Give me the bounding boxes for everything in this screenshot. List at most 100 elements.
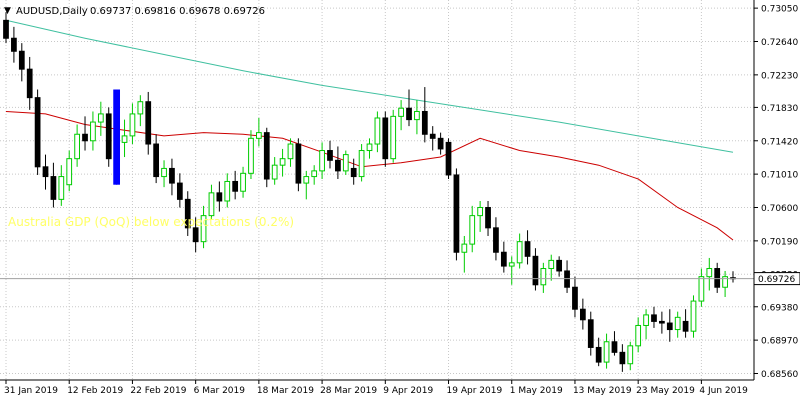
candle[interactable] <box>271 157 278 185</box>
candle[interactable] <box>659 311 665 334</box>
candle[interactable] <box>184 191 191 236</box>
candle-body <box>414 110 420 121</box>
candle[interactable] <box>572 276 578 318</box>
candle[interactable] <box>524 230 531 265</box>
candle[interactable] <box>224 173 231 208</box>
candle[interactable] <box>421 87 428 143</box>
candle[interactable] <box>429 126 436 151</box>
candle[interactable] <box>3 12 9 44</box>
candle[interactable] <box>406 89 412 127</box>
candle[interactable] <box>493 217 499 261</box>
candle[interactable] <box>532 248 539 291</box>
candle[interactable] <box>461 235 468 273</box>
candle[interactable] <box>105 107 112 167</box>
candle[interactable] <box>263 127 270 188</box>
candle[interactable] <box>58 165 65 206</box>
candle[interactable] <box>595 337 602 367</box>
candle[interactable] <box>153 134 160 184</box>
price-tick-label: 0.72230 <box>761 71 798 81</box>
candle[interactable] <box>382 111 389 167</box>
candle[interactable] <box>714 262 721 293</box>
candle[interactable] <box>319 142 325 180</box>
candle[interactable] <box>26 56 33 110</box>
candle[interactable] <box>603 333 610 369</box>
candle[interactable] <box>295 138 302 192</box>
candle[interactable] <box>200 205 207 249</box>
candle[interactable] <box>11 26 17 63</box>
candle[interactable] <box>453 168 460 261</box>
ohlc-readout: 0.69737 0.69816 0.69678 0.69726 <box>90 6 265 17</box>
candle[interactable] <box>398 100 404 131</box>
candle[interactable] <box>445 138 452 180</box>
candle[interactable] <box>255 117 262 147</box>
candle[interactable] <box>619 344 626 372</box>
candle[interactable] <box>66 150 73 192</box>
candle[interactable] <box>287 138 294 167</box>
candle[interactable] <box>437 132 444 155</box>
candle[interactable] <box>706 257 713 291</box>
candle[interactable] <box>34 89 41 175</box>
candle[interactable] <box>500 241 507 273</box>
collapse-marker-icon[interactable]: ▼ <box>4 6 11 16</box>
candle[interactable] <box>335 146 341 180</box>
candle[interactable] <box>248 130 254 180</box>
candle[interactable] <box>50 162 57 208</box>
candle[interactable] <box>508 256 515 285</box>
candle[interactable] <box>176 173 183 208</box>
candle[interactable] <box>674 311 681 338</box>
candle[interactable] <box>516 233 523 269</box>
candle[interactable] <box>97 101 104 136</box>
candle[interactable] <box>42 154 49 190</box>
candle-body <box>34 97 41 168</box>
candle[interactable] <box>627 341 634 371</box>
candle[interactable] <box>240 166 246 198</box>
candle[interactable] <box>350 158 357 185</box>
candle[interactable] <box>342 150 349 175</box>
candle[interactable] <box>635 317 642 353</box>
candle[interactable] <box>90 111 96 151</box>
candle[interactable] <box>722 270 728 298</box>
candle[interactable] <box>643 309 649 340</box>
candle[interactable] <box>137 95 144 127</box>
candle[interactable] <box>611 331 618 356</box>
candle[interactable] <box>698 268 705 307</box>
candle[interactable] <box>216 181 223 212</box>
candle[interactable] <box>374 111 381 153</box>
candle[interactable] <box>311 165 318 185</box>
candle[interactable] <box>327 140 333 169</box>
candle[interactable] <box>366 138 373 159</box>
candle[interactable] <box>469 205 476 253</box>
candle[interactable] <box>74 124 80 167</box>
candle[interactable] <box>358 144 365 182</box>
candle[interactable] <box>82 116 88 151</box>
highlighted-candle[interactable] <box>113 89 121 185</box>
candle[interactable] <box>169 158 175 196</box>
candle[interactable] <box>232 170 239 200</box>
candle[interactable] <box>651 306 657 328</box>
candle[interactable] <box>690 295 697 338</box>
candles[interactable] <box>3 12 736 372</box>
candle[interactable] <box>192 217 199 253</box>
candle[interactable] <box>414 100 420 135</box>
candle[interactable] <box>208 184 215 220</box>
candle[interactable] <box>279 148 286 177</box>
candle[interactable] <box>121 119 128 158</box>
candle[interactable] <box>666 309 673 342</box>
candle[interactable] <box>587 311 594 356</box>
candle[interactable] <box>579 298 586 330</box>
candle[interactable] <box>477 200 484 232</box>
candle[interactable] <box>129 103 136 145</box>
candle[interactable] <box>303 170 310 200</box>
candle[interactable] <box>161 160 167 188</box>
candle[interactable] <box>145 91 152 155</box>
candle[interactable] <box>556 256 563 277</box>
candle[interactable] <box>390 109 397 163</box>
candle[interactable] <box>485 200 491 236</box>
candle[interactable] <box>682 309 689 338</box>
candle[interactable] <box>540 262 547 293</box>
candle[interactable] <box>18 43 25 82</box>
candle[interactable] <box>548 254 555 281</box>
time-tick-label: 9 Apr 2019 <box>383 386 433 396</box>
